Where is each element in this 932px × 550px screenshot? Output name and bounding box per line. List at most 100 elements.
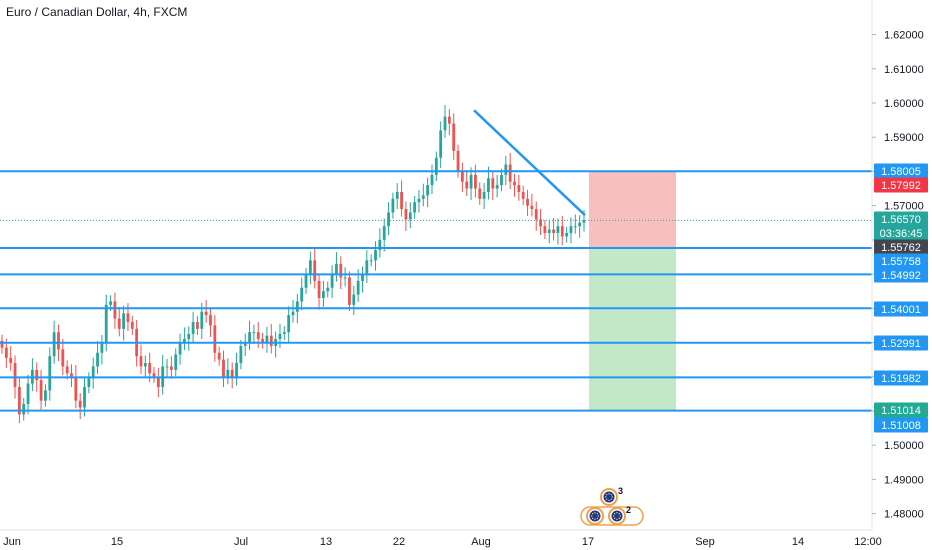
price-tag-label: 1.51014: [881, 405, 921, 417]
candle-body: [322, 291, 325, 299]
candle-body: [148, 363, 152, 374]
price-tag-bg: [874, 177, 928, 193]
flag-star: [605, 498, 608, 501]
candle-body: [282, 332, 286, 334]
candle-body: [539, 219, 542, 227]
price-tick-label: 1.60000: [884, 98, 924, 110]
price-tag: 1.51008: [874, 417, 928, 433]
candle-body: [343, 277, 347, 279]
price-tag-label: 1.51982: [881, 373, 921, 385]
price-tag: 03:36:45: [874, 225, 928, 241]
price-tag: 1.54992: [874, 267, 928, 283]
candle-body: [526, 198, 529, 206]
candle-body: [156, 376, 160, 387]
candle-body: [304, 274, 308, 288]
candle-body: [109, 301, 112, 305]
symbol-title: Euro / Canadian Dollar, 4h, FXCM: [6, 5, 188, 19]
flag-star: [594, 512, 596, 514]
flag-star: [619, 515, 621, 517]
eu-flag-icon[interactable]: 2: [608, 505, 631, 525]
trendline-layer: [473, 109, 586, 217]
candle-body: [374, 250, 377, 261]
price-tick-label: 1.59000: [884, 132, 924, 144]
position-zones: [589, 171, 676, 411]
candle-body: [456, 150, 460, 172]
stop-loss-zone[interactable]: [589, 171, 676, 248]
candle-body: [104, 304, 108, 343]
candle-body: [521, 191, 525, 199]
candle-body: [387, 212, 390, 227]
price-tag-label: 1.51008: [881, 420, 921, 432]
candle-body: [474, 174, 477, 189]
candle-body: [287, 315, 291, 333]
candle-body: [209, 315, 212, 326]
eu-flag-icon[interactable]: [586, 507, 604, 525]
candle-body: [0, 340, 4, 348]
take-profit-zone[interactable]: [589, 247, 676, 411]
candle-body: [517, 185, 521, 192]
candle-body: [361, 274, 364, 281]
candle-body: [278, 333, 282, 340]
candle-body: [408, 212, 412, 220]
candle-body: [269, 335, 273, 346]
event-group-outline: [580, 506, 644, 526]
price-tick-label: 1.61000: [884, 64, 924, 76]
time-axis-label: 15: [111, 536, 123, 548]
price-tag-bg: [874, 301, 928, 317]
price-tag-bg: [874, 225, 928, 241]
candles-layer: [0, 105, 872, 424]
flag-star: [618, 517, 621, 520]
candle-body: [126, 313, 130, 322]
flag-star: [591, 515, 593, 517]
price-tag-bg: [874, 253, 928, 269]
candle-body: [26, 383, 30, 405]
candle-body: [191, 321, 195, 334]
candle-body: [213, 325, 217, 353]
price-tag-label: 03:36:45: [880, 228, 923, 240]
candle-body: [226, 369, 230, 377]
flag-star: [594, 518, 596, 520]
candle-body: [139, 356, 143, 367]
candle-body: [295, 301, 299, 312]
candle-body: [452, 123, 456, 151]
candle-body: [330, 274, 334, 288]
candle-body: [91, 366, 95, 379]
candle-body: [222, 359, 225, 377]
candle-body: [169, 366, 173, 370]
candle-body: [439, 130, 443, 158]
price-tag-label: 1.55758: [881, 256, 921, 268]
candle-body: [174, 354, 178, 370]
candle-body: [83, 386, 86, 408]
candle-body: [552, 229, 555, 234]
flag-star: [610, 498, 613, 501]
price-tag-bg: [874, 267, 928, 283]
candle-body: [417, 198, 421, 203]
flag-star: [613, 517, 616, 520]
candle-body: [460, 171, 464, 182]
trend-line[interactable]: [473, 109, 586, 217]
candle-body: [391, 198, 395, 213]
flag-star: [613, 515, 615, 517]
candle-body: [96, 352, 99, 367]
time-axis[interactable]: Jun 15 Jul 13 22 Aug 17 Sep 14 12:00: [3, 536, 882, 548]
candle-body: [578, 222, 582, 227]
time-axis-label: Jun: [3, 536, 21, 548]
candle-body: [469, 174, 473, 189]
candle-body: [217, 352, 221, 360]
candle-body: [130, 321, 134, 329]
price-tag: 1.51982: [874, 370, 928, 386]
candle-body: [413, 202, 417, 213]
flag-star: [611, 496, 613, 498]
candle-body: [335, 263, 338, 275]
eu-flag-icon[interactable]: 3: [600, 486, 623, 506]
price-tag-label: 1.56570: [881, 214, 921, 226]
flag-star: [608, 493, 610, 495]
price-tick-label: 1.50000: [884, 440, 924, 452]
candle-body: [569, 226, 573, 234]
candle-body: [113, 301, 117, 319]
candle-body: [434, 157, 438, 175]
price-tag: 1.55762: [874, 239, 928, 255]
candle-body: [513, 181, 516, 186]
candle-body: [400, 191, 403, 210]
